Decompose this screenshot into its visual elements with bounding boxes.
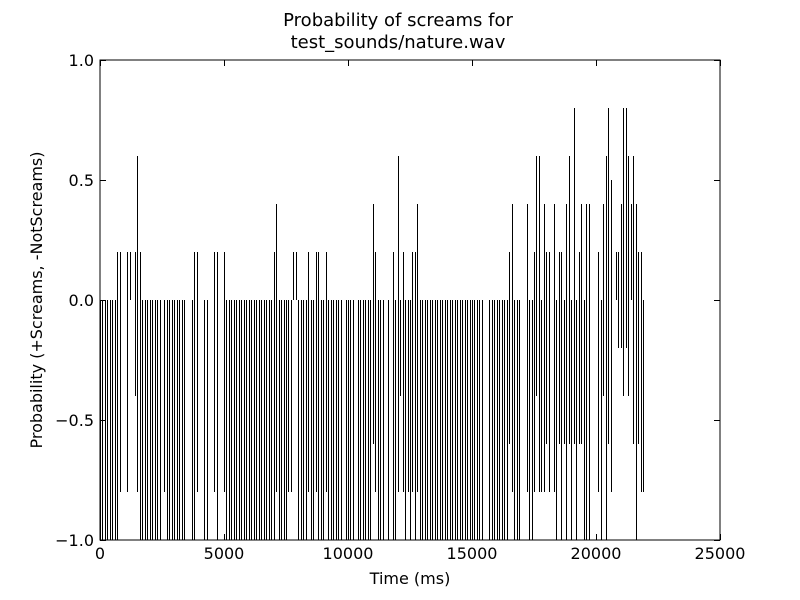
ticks-group bbox=[100, 60, 721, 541]
y-tick-label: 0.5 bbox=[69, 171, 94, 190]
chart-title-line-2: test_sounds/nature.wav bbox=[291, 32, 506, 53]
x-tick-label: 20000 bbox=[571, 544, 622, 563]
bars-group bbox=[100, 108, 644, 540]
y-tick-label: −1.0 bbox=[55, 531, 94, 550]
y-tick-label: 0.0 bbox=[69, 291, 94, 310]
x-tick-label: 15000 bbox=[447, 544, 498, 563]
y-axis-label: Probability (+Screams, -NotScreams) bbox=[27, 151, 46, 448]
chart-title-line-1: Probability of screams for bbox=[283, 10, 513, 31]
tick-labels-group: 0 5000 10000 15000 20000 25000 1.0 0.5 0.0 −0.5 −1… bbox=[55, 51, 745, 563]
x-tick-label: 25000 bbox=[695, 544, 746, 563]
y-tick-label: −0.5 bbox=[55, 411, 94, 430]
x-axis-label: Time (ms) bbox=[369, 569, 451, 588]
x-tick-label: 5000 bbox=[204, 544, 245, 563]
y-tick-label: 1.0 bbox=[69, 51, 94, 70]
x-tick-label: 0 bbox=[95, 544, 105, 563]
x-tick-label: 10000 bbox=[323, 544, 374, 563]
